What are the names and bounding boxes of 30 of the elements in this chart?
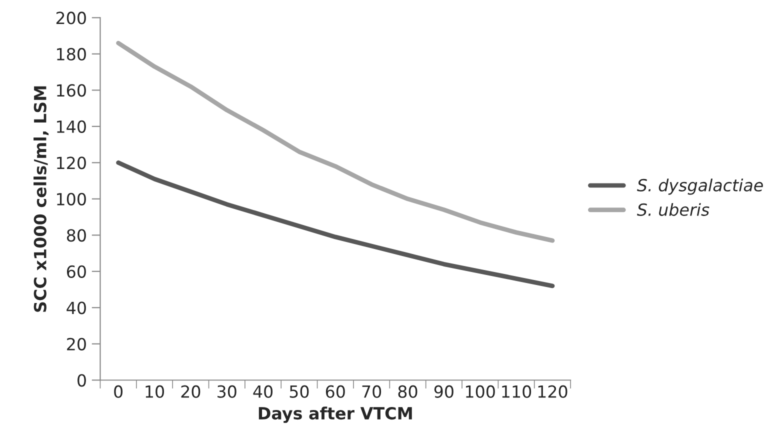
y-tick-label: 20 [67, 338, 86, 350]
y-tick-label: 80 [66, 229, 86, 242]
x-tick-label: 60 [326, 385, 345, 398]
line-series [116, 40, 555, 243]
x-tick-label: 20 [181, 385, 200, 398]
legend-label: S. uberis [637, 203, 710, 216]
x-tick-label: 100 [466, 385, 495, 398]
x-axis-title: Days after VTCM [258, 406, 412, 423]
y-tick-label: 60 [66, 265, 86, 278]
y-tick-label: 0 [78, 374, 86, 387]
x-tick-label: 90 [434, 385, 454, 398]
y-tick-label: 100 [57, 192, 86, 206]
line-series [116, 160, 555, 288]
x-tick-label: 70 [362, 385, 382, 398]
x-tick-label: 10 [146, 385, 164, 398]
x-tick-label: 30 [218, 385, 236, 398]
y-axis-title: SCC x1000 cells/ml, LSM [34, 86, 49, 312]
y-tick-label: 120 [57, 156, 86, 170]
x-tick-label: 0 [114, 385, 123, 398]
y-tick-label: 160 [57, 84, 86, 97]
x-tick-label: 50 [290, 385, 309, 398]
x-tick-label: 110 [502, 385, 532, 398]
y-tick-label: 180 [57, 48, 86, 60]
legend-label: S. dysgalactiae [637, 178, 763, 195]
y-tick-label: 40 [66, 302, 86, 314]
y-tick-label: 140 [57, 120, 86, 133]
x-tick-label: 80 [398, 385, 418, 398]
x-tick-label: 40 [253, 385, 273, 398]
x-tick-label: 120 [538, 385, 568, 398]
y-tick-label: 200 [56, 12, 86, 24]
